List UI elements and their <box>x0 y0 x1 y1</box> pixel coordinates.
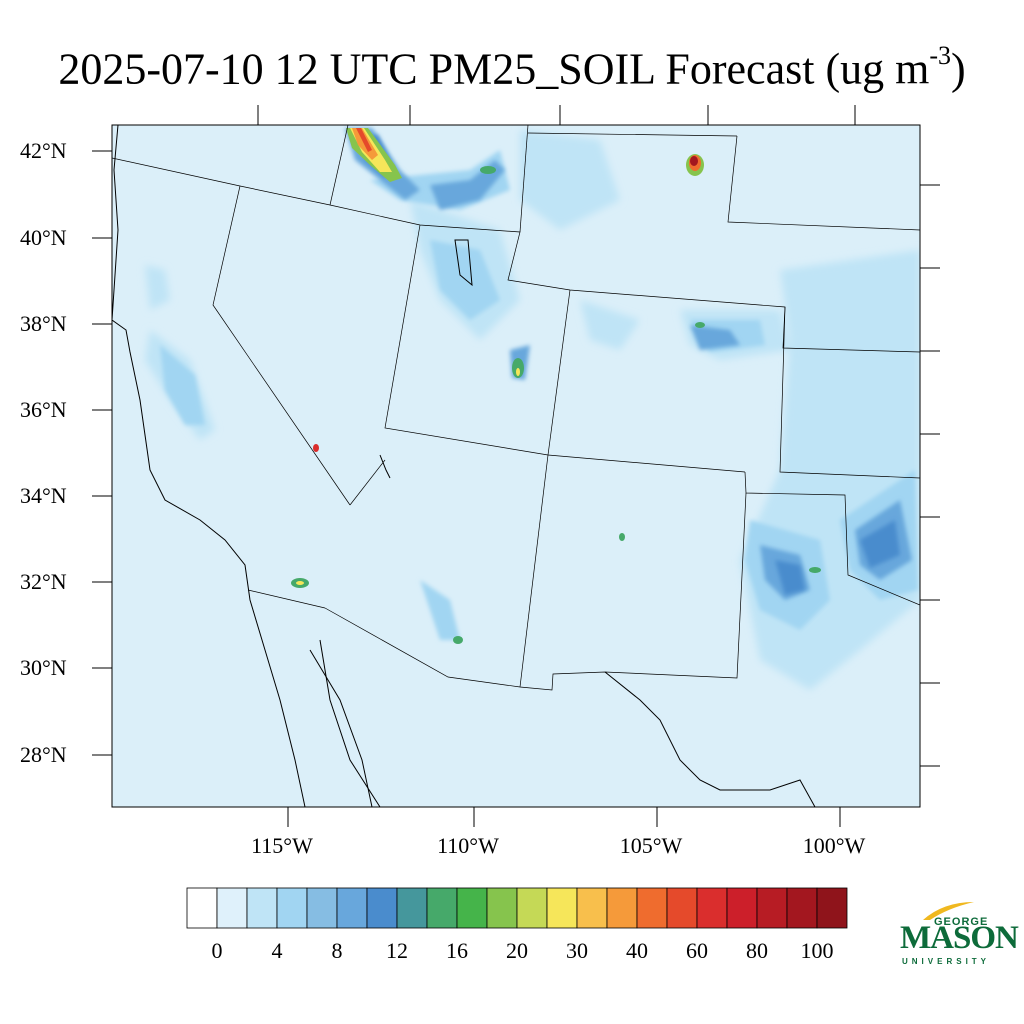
chart-title: 2025-07-10 12 UTC PM25_SOIL Forecast (ug… <box>0 34 1024 96</box>
colorbar-swatch <box>186 887 218 929</box>
lat-label-36: 36°N <box>20 397 67 422</box>
logo-line-university: UNIVERSITY <box>902 957 991 966</box>
lat-label-28: 28°N <box>20 742 67 767</box>
colorbar-tick-label: 0 <box>211 938 223 963</box>
title-exponent: -3 <box>929 41 951 70</box>
colorbar-tick-label: 12 <box>386 938 408 963</box>
colorbar-swatch <box>306 887 338 929</box>
lat-label-34: 34°N <box>20 483 67 508</box>
colorbar-swatch <box>456 887 488 929</box>
colorbar-swatch <box>276 887 308 929</box>
lat-label-40: 40°N <box>20 225 67 250</box>
colorbar-swatch <box>696 887 728 929</box>
colorbar-tick-label: 30 <box>566 938 588 963</box>
colorbar-tick-label: 100 <box>800 938 834 963</box>
lat-label-32: 32°N <box>20 569 67 594</box>
colorbar-tick-label: 60 <box>686 938 708 963</box>
logo-swoosh-icon <box>923 902 974 920</box>
colorbar-swatch <box>546 887 578 929</box>
colorbar-swatch <box>396 887 428 929</box>
coastlines <box>112 125 816 807</box>
title-text: 2025-07-10 12 UTC PM25_SOIL Forecast (ug… <box>58 44 930 94</box>
lon-label-105: 105°W <box>619 833 683 858</box>
colorbar-swatch <box>426 887 458 929</box>
colorbar-swatch <box>816 887 848 929</box>
colorbar-tick-label: 8 <box>331 938 343 963</box>
logo-line-george: GEORGE <box>934 916 989 928</box>
lon-label-115: 115°W <box>251 833 313 858</box>
title-close: ) <box>951 44 966 94</box>
colorbar-swatch <box>756 887 788 929</box>
colorbar-swatch <box>786 887 818 929</box>
colorbar-swatch <box>576 887 608 929</box>
wyoming-peak <box>686 154 704 176</box>
colorbar-swatch <box>486 887 518 929</box>
lat-label-38: 38°N <box>20 311 67 336</box>
colorbar-swatch <box>666 887 698 929</box>
colorbar-tick-label: 40 <box>626 938 648 963</box>
colorbar-tick-label: 20 <box>506 938 528 963</box>
lat-label-42: 42°N <box>20 138 67 163</box>
lon-label-110: 110°W <box>437 833 499 858</box>
map-frame <box>111 124 921 808</box>
colorbar-swatch <box>336 887 368 929</box>
colorbar-swatch <box>516 887 548 929</box>
lat-label-30: 30°N <box>20 655 67 680</box>
colorbar-swatch <box>366 887 398 929</box>
state-boundaries <box>112 125 920 691</box>
colorbar-swatch <box>216 887 248 929</box>
colorbar-swatch <box>726 887 758 929</box>
colorbar-tick-label: 80 <box>746 938 768 963</box>
colorbar-swatch <box>636 887 668 929</box>
colorbar-tick-label: 16 <box>446 938 468 963</box>
idaho-plume <box>346 128 402 182</box>
map-ticks <box>92 105 940 827</box>
colorbar-swatch <box>246 887 278 929</box>
colorbar-tick-label: 4 <box>271 938 283 963</box>
colorbar-swatch <box>606 887 638 929</box>
map-field <box>112 125 920 807</box>
gmu-logo: GEORGE MASON UNIVERSITY <box>896 900 1019 970</box>
lon-label-100: 100°W <box>802 833 866 858</box>
logo-line-mason: MASON <box>900 920 1019 956</box>
colorbar <box>186 887 848 929</box>
small-hotspots <box>296 368 520 585</box>
